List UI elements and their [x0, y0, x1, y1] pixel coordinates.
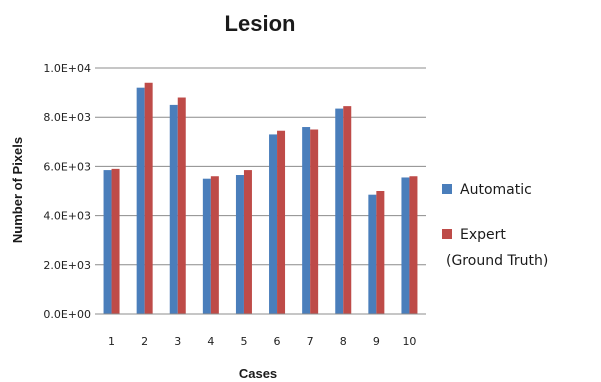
bar-expert-case-10 [409, 176, 418, 314]
legend: Automatic Expert (Ground Truth) [442, 182, 548, 269]
chart-title: Lesion [225, 11, 296, 36]
x-tick-label: 1 [108, 335, 115, 348]
x-tick-label: 3 [174, 335, 181, 348]
bar-automatic-case-7 [302, 127, 311, 314]
legend-label-automatic: Automatic [460, 182, 532, 198]
bar-expert-case-1 [111, 168, 120, 314]
bars [103, 82, 418, 315]
legend-label-expert-line2: (Ground Truth) [446, 253, 548, 269]
bar-automatic-case-8 [335, 108, 344, 314]
y-tick-label: 4.0E+03 [43, 210, 91, 223]
bar-automatic-case-9 [368, 194, 377, 314]
bar-expert-case-2 [144, 82, 153, 314]
x-axis-title: Cases [239, 366, 277, 381]
bar-automatic-case-2 [136, 87, 145, 315]
x-axis-ticks: 1 2 3 4 5 6 7 8 9 10 [108, 335, 416, 348]
bar-automatic-case-10 [401, 177, 410, 314]
bar-expert-case-6 [277, 130, 286, 314]
legend-label-expert: Expert [460, 227, 506, 243]
x-tick-label: 10 [402, 335, 416, 348]
y-axis-ticks: 0.0E+00 2.0E+03 4.0E+03 6.0E+03 8.0E+03 1.0E+… [43, 62, 91, 321]
bar-expert-case-8 [343, 106, 352, 314]
x-tick-label: 8 [340, 335, 347, 348]
bar-expert-case-3 [177, 97, 186, 315]
bar-automatic-case-4 [202, 178, 211, 314]
bar-automatic-case-6 [269, 134, 278, 314]
y-tick-label: 2.0E+03 [43, 259, 91, 272]
x-tick-label: 2 [141, 335, 148, 348]
bar-expert-case-9 [376, 191, 385, 314]
bar-automatic-case-5 [235, 175, 244, 314]
y-axis-title: Number of Pixels [10, 137, 25, 243]
bar-expert-case-7 [310, 129, 319, 314]
x-tick-label: 5 [240, 335, 247, 348]
x-tick-label: 7 [307, 335, 314, 348]
y-tick-label: 6.0E+03 [43, 160, 91, 173]
x-tick-label: 4 [207, 335, 214, 348]
legend-swatch-automatic [442, 184, 452, 194]
bar-expert-case-4 [210, 176, 219, 314]
y-tick-label: 0.0E+00 [43, 308, 91, 321]
bar-automatic-case-3 [169, 104, 178, 315]
y-tick-label: 8.0E+03 [43, 111, 91, 124]
x-tick-label: 6 [274, 335, 281, 348]
y-tick-label: 1.0E+04 [43, 62, 91, 75]
bar-expert-case-5 [243, 170, 252, 314]
bar-automatic-case-1 [103, 170, 112, 314]
legend-swatch-expert [442, 229, 452, 239]
x-tick-label: 9 [373, 335, 380, 348]
